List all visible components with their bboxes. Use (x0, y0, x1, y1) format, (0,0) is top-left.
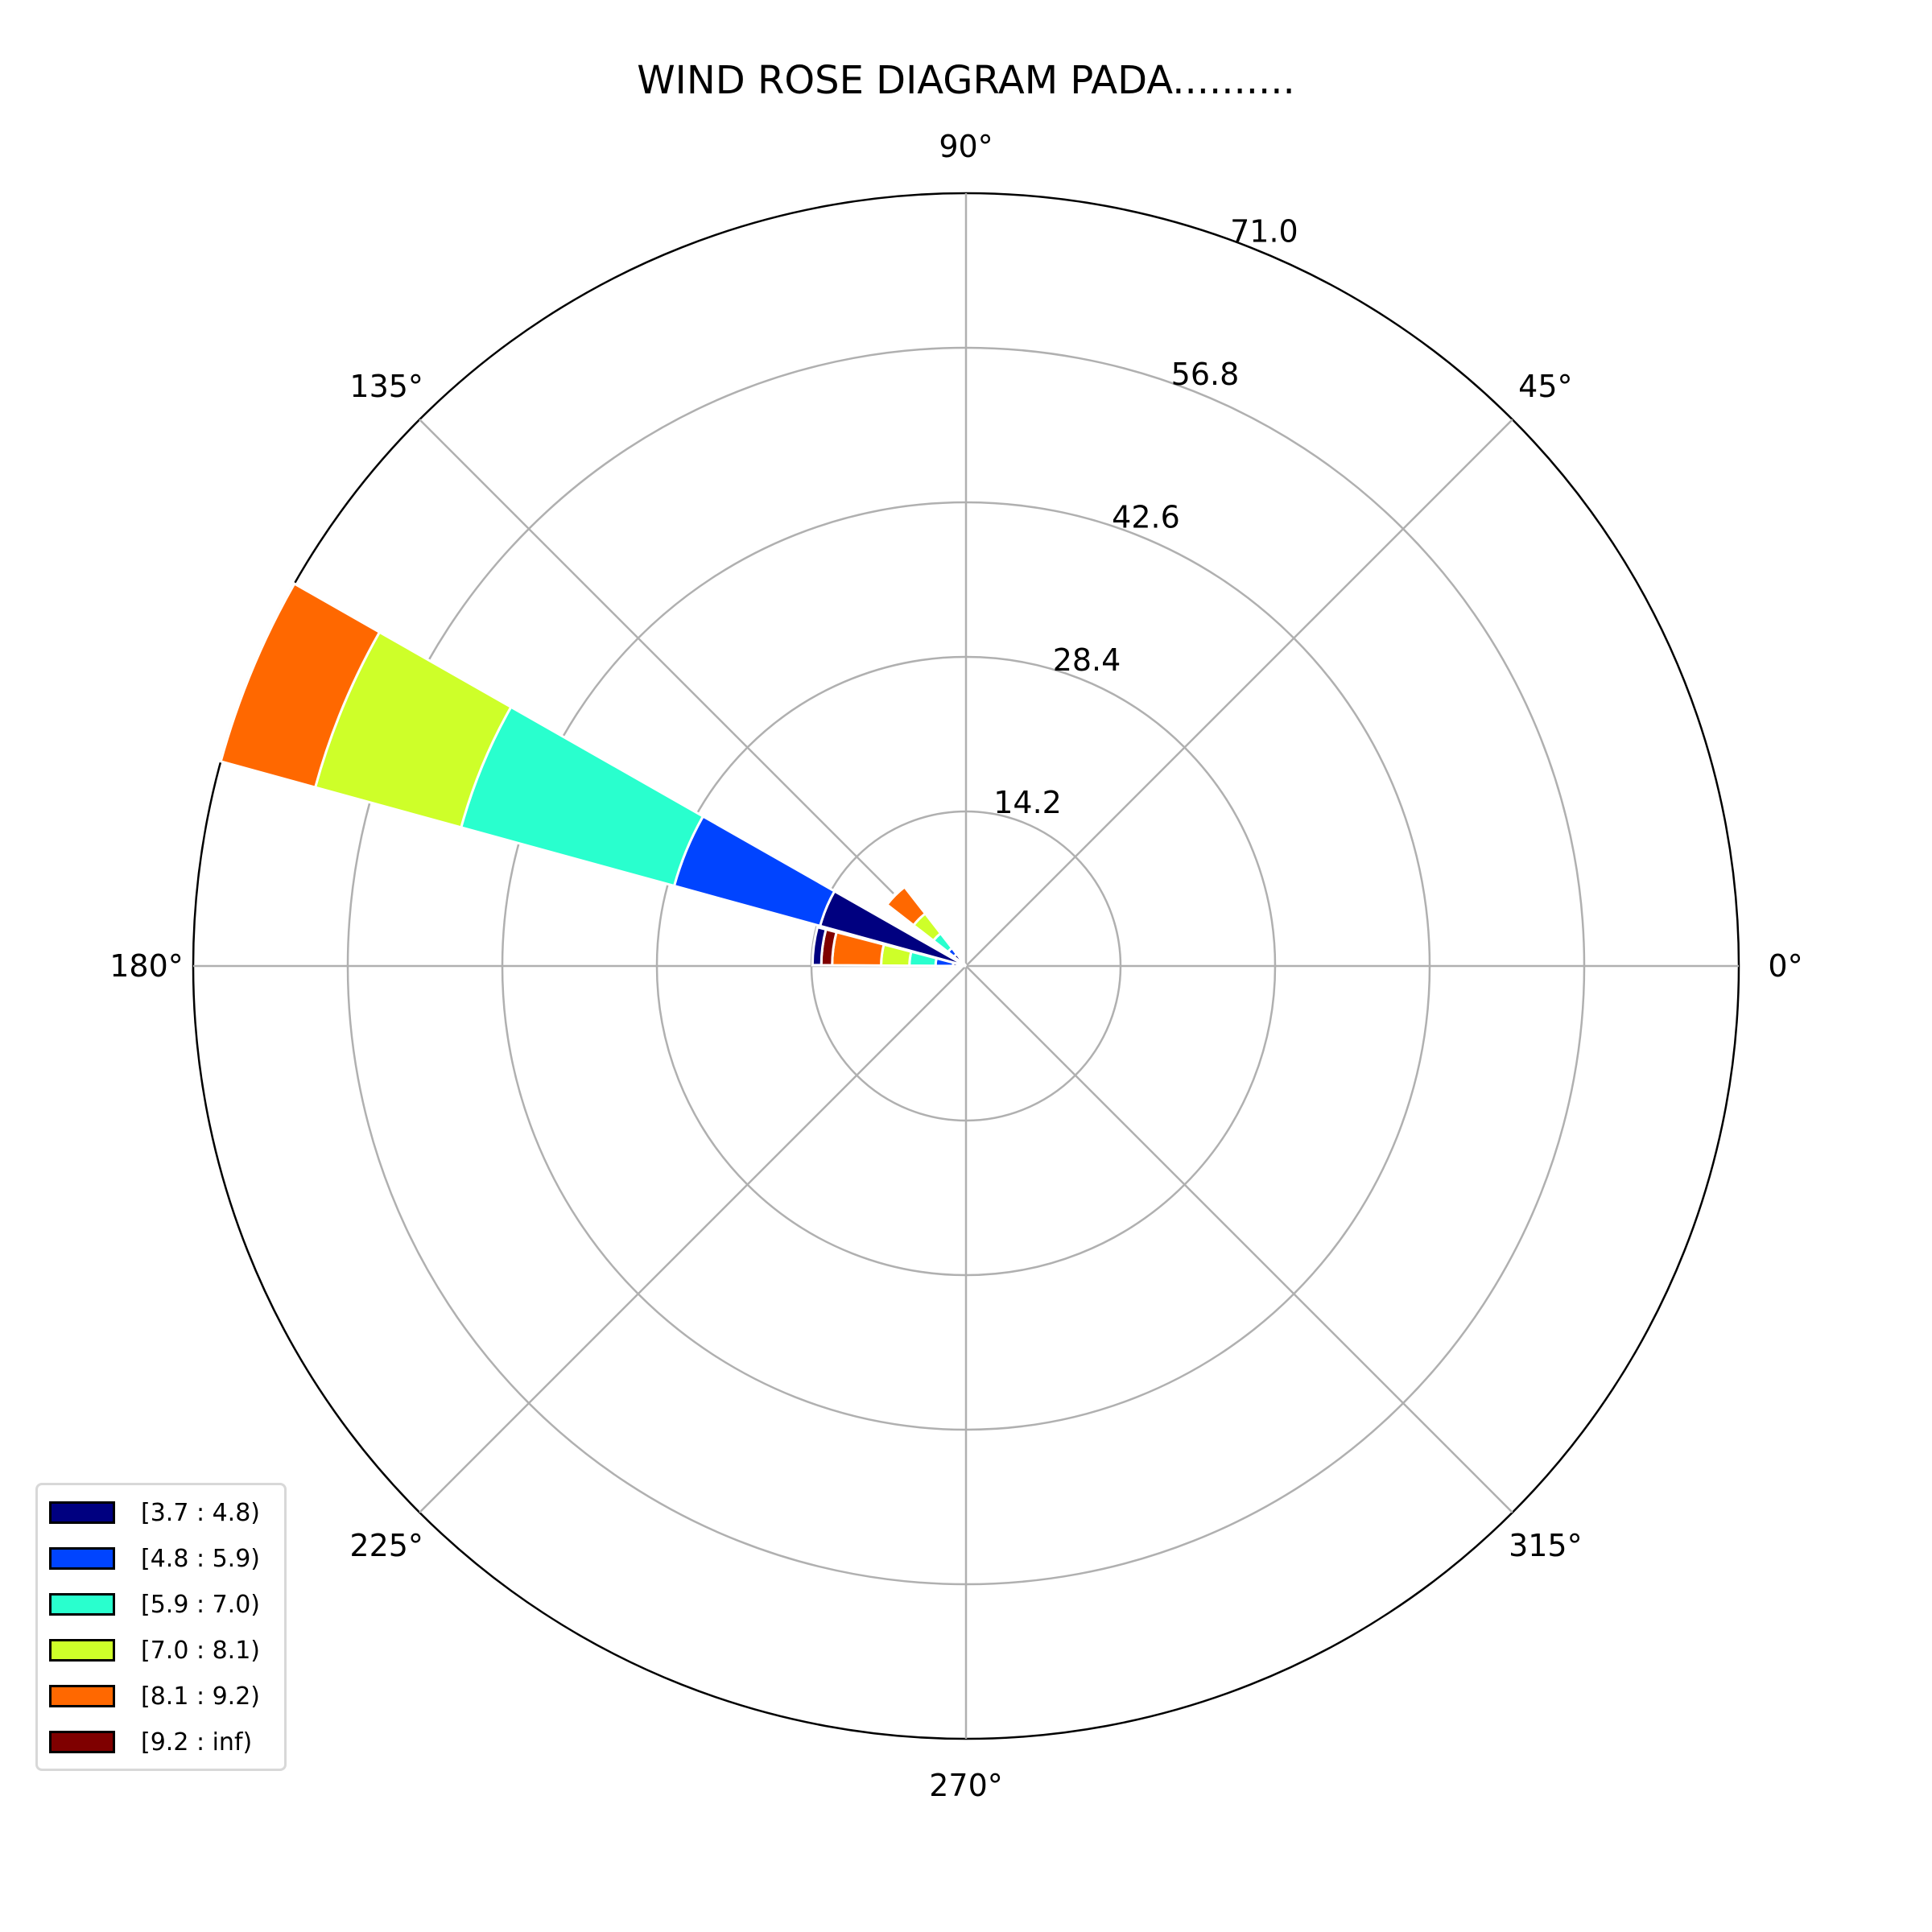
legend: [3.7 : 4.8) [4.8 : 5.9) [5.9 : 7.0) [7.0 : … (35, 1483, 287, 1771)
legend-label: [8.1 : 9.2) (141, 1682, 261, 1711)
grid-spoke (965, 419, 1513, 967)
grid-spoke (419, 419, 967, 967)
legend-item: [8.1 : 9.2) (49, 1680, 260, 1712)
legend-item: [9.2 : inf) (49, 1726, 252, 1758)
angle-tick-label: 45° (1518, 369, 1572, 404)
radial-tick-label: 28.4 (1053, 642, 1121, 678)
legend-label: [7.0 : 8.1) (141, 1636, 261, 1665)
wedge-157.5-bin-1 (672, 815, 836, 928)
angle-tick-label: 90° (939, 129, 993, 164)
angle-tick-label: 315° (1509, 1528, 1583, 1563)
angle-tick-label: 270° (929, 1768, 1003, 1803)
angle-tick-label: 180° (109, 948, 184, 984)
angle-tick-label: 135° (349, 369, 423, 404)
wedge-157.5-bin-4 (219, 582, 382, 789)
legend-label: [3.7 : 4.8) (141, 1498, 261, 1527)
radial-tick-label: 56.8 (1171, 357, 1240, 392)
legend-item: [5.9 : 7.0) (49, 1588, 260, 1620)
legend-label: [5.9 : 7.0) (141, 1590, 261, 1619)
legend-swatch (49, 1593, 115, 1616)
radial-tick-label: 42.6 (1112, 499, 1180, 535)
legend-item: [7.0 : 8.1) (49, 1634, 260, 1666)
legend-swatch (49, 1547, 115, 1570)
wedge-172.5-bin-6 (811, 925, 828, 967)
legend-swatch (49, 1501, 115, 1524)
radial-tick-label: 14.2 (993, 785, 1062, 820)
radial-tick-label: 71.0 (1230, 214, 1298, 250)
wedge-135-bin-5 (884, 884, 906, 906)
chart-title: WIND ROSE DIAGRAM PADA.......... (637, 58, 1295, 103)
legend-swatch (49, 1685, 115, 1707)
angle-tick-label: 0° (1768, 948, 1802, 984)
legend-label: [9.2 : inf) (141, 1728, 253, 1757)
legend-label: [4.8 : 5.9) (141, 1544, 261, 1573)
grid-spoke (419, 965, 967, 1513)
legend-swatch (49, 1731, 115, 1753)
labels-layer: 0° 45° 90° 135° 180° 225° 270° 315° 14.2 28.4 42.6… (109, 129, 1802, 1803)
legend-item: [3.7 : 4.8) (49, 1496, 260, 1529)
legend-item: [4.8 : 5.9) (49, 1542, 260, 1575)
legend-swatch (49, 1639, 115, 1662)
bars-layer (219, 582, 968, 968)
angle-tick-label: 225° (349, 1528, 423, 1563)
grid-spoke (965, 965, 1513, 1513)
